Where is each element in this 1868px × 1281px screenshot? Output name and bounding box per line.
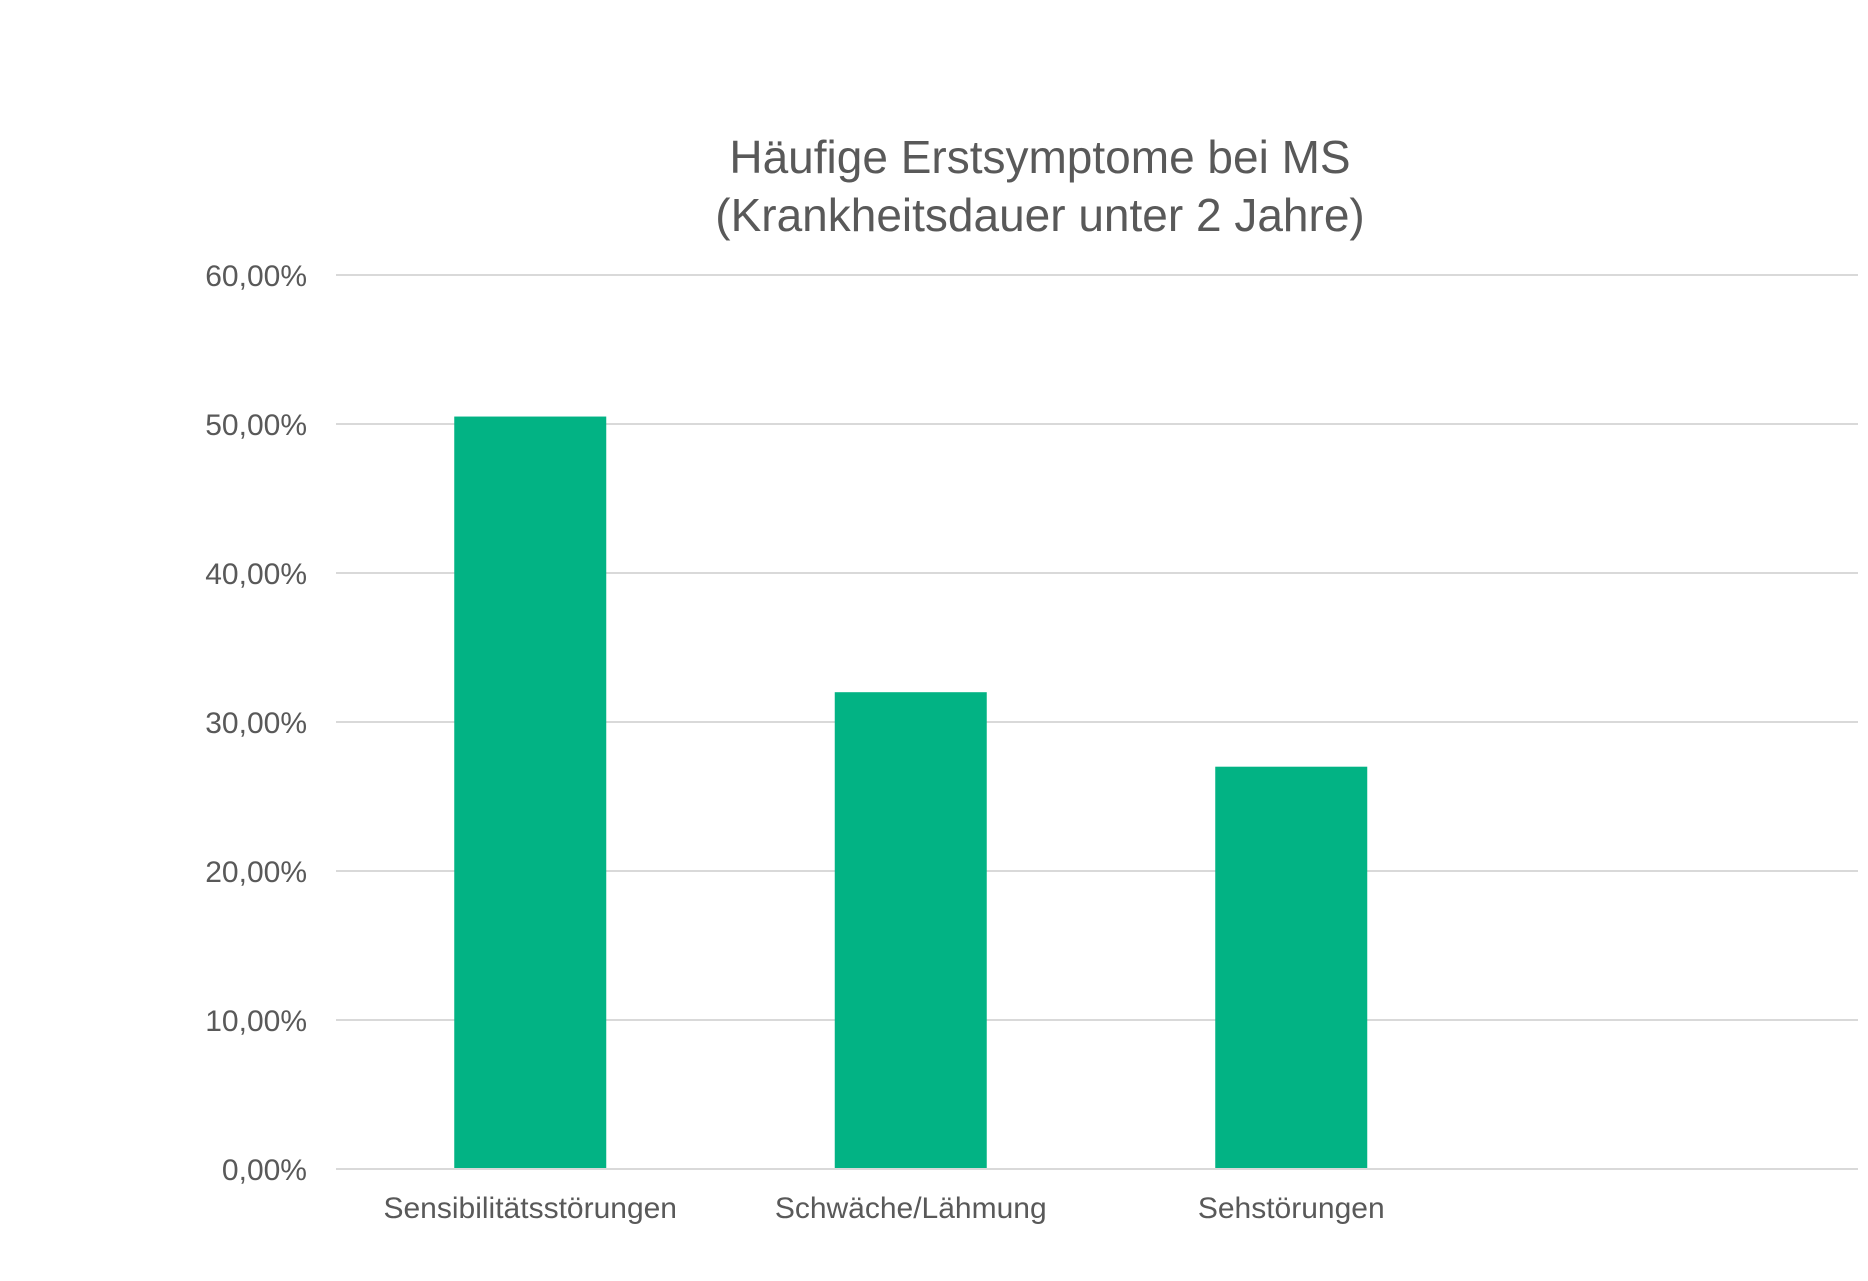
bar <box>1215 766 1368 1169</box>
y-tick-label: 10,00% <box>205 1005 307 1038</box>
chart-title-line-1: Häufige Erstsymptome bei MS <box>729 131 1350 183</box>
y-axis-tick-labels: 0,00% 10,00% 20,00% 30,00% 40,00% 50,00% 60,00… <box>205 260 307 1187</box>
y-tick-label: 30,00% <box>205 707 307 740</box>
y-tick-label: 50,00% <box>205 409 307 442</box>
chart-title-line-2: (Krankheitsdauer unter 2 Jahre) <box>715 189 1364 241</box>
bar <box>834 692 987 1169</box>
x-category-label: Schwäche/Lähmung <box>775 1192 1047 1225</box>
x-category-label: Sehstörungen <box>1198 1192 1385 1225</box>
bars <box>454 416 1368 1169</box>
x-axis-category-labels: Sensibilitätsstörungen Schwäche/Lähmung Se… <box>383 1192 1384 1225</box>
x-category-label: Sensibilitätsstörungen <box>383 1192 677 1225</box>
bar <box>454 416 607 1169</box>
y-tick-label: 20,00% <box>205 856 307 889</box>
y-tick-label: 60,00% <box>205 260 307 293</box>
y-tick-label: 0,00% <box>222 1154 307 1187</box>
y-tick-label: 40,00% <box>205 558 307 591</box>
chart-title: Häufige Erstsymptome bei MS (Krankheitsd… <box>715 131 1364 241</box>
